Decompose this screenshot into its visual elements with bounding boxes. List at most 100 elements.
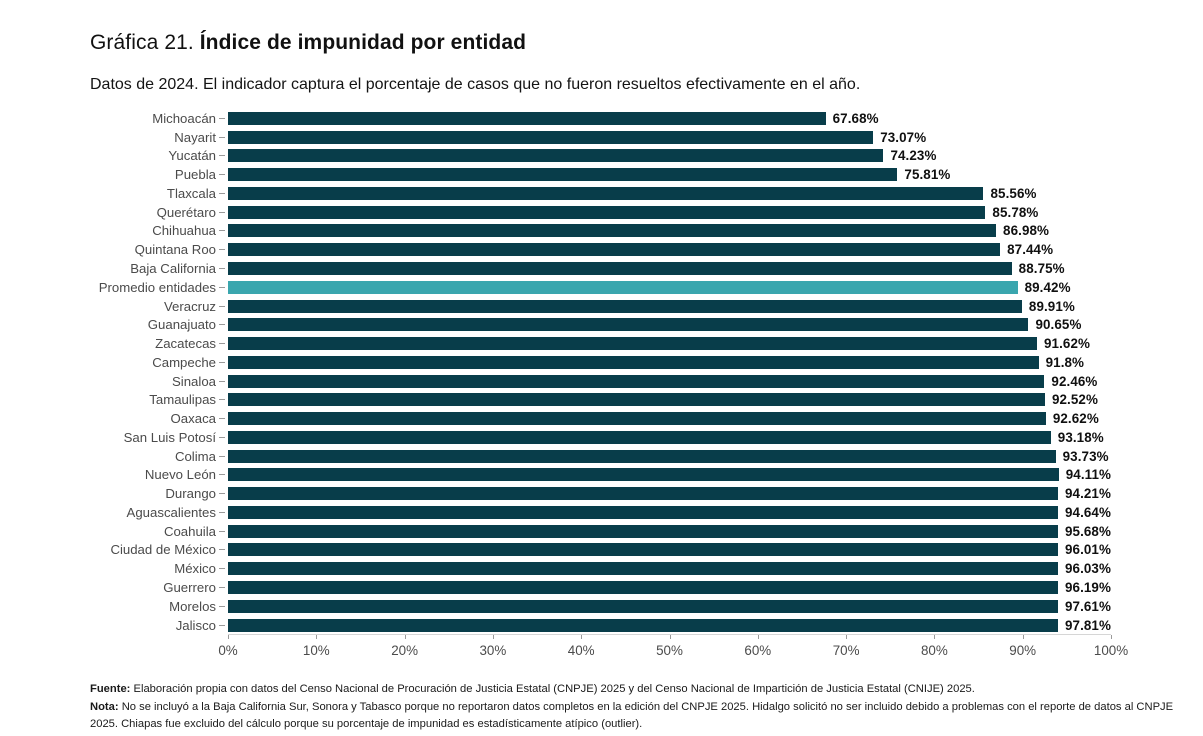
value-label: 89.91% (1028, 298, 1075, 314)
category-label: Veracruz (163, 298, 216, 314)
x-tick-label: 90% (1009, 643, 1037, 659)
bar-track: 96.19% (228, 580, 1111, 595)
y-tick-mark (219, 399, 225, 401)
bar (228, 581, 1058, 595)
bar-row: San Luis Potosí 93.18% (90, 428, 1203, 447)
bar-track: 93.73% (228, 448, 1111, 464)
y-tick-zone (216, 511, 228, 513)
y-tick-zone (216, 361, 228, 363)
category-label: Ciudad de México (110, 542, 216, 558)
y-tick-zone (216, 530, 228, 532)
value-label: 89.42% (1024, 279, 1071, 295)
bar-track: 92.46% (228, 374, 1111, 389)
y-tick-zone (216, 174, 228, 176)
bar (228, 337, 1037, 351)
x-tick-mark (757, 635, 759, 640)
y-tick-mark (219, 530, 225, 532)
y-tick-zone (216, 249, 228, 251)
bar-row: Zacatecas 91.62% (90, 334, 1203, 353)
category-label: Zacatecas (155, 336, 216, 352)
bar-track: 67.68% (228, 110, 1111, 126)
x-tick-mark (1022, 635, 1024, 640)
y-tick-mark (219, 568, 225, 570)
category-label: Quintana Roo (134, 242, 216, 258)
nota-line: Nota: No se incluyó a la Baja California… (90, 699, 1186, 734)
bar-row: Morelos 97.61% (90, 597, 1203, 616)
chart-rows: Michoacán 67.68% Nayarit 73.07% Yucatán … (90, 109, 1203, 634)
y-tick-zone (216, 624, 228, 626)
x-tick-mark (228, 635, 229, 640)
bar-row: Durango 94.21% (90, 484, 1203, 503)
x-tick-mark (316, 635, 318, 640)
chart-title-prefix: Gráfica 21. (90, 31, 200, 54)
bar-track: 73.07% (228, 129, 1111, 145)
category-label: Coahuila (163, 523, 216, 539)
category-label: Nuevo León (144, 467, 216, 483)
y-tick-zone (216, 230, 228, 232)
bar-row: Coahuila 95.68% (90, 522, 1203, 541)
category-label: San Luis Potosí (123, 429, 216, 445)
bar-row: México 96.03% (90, 559, 1203, 578)
bar-row: Jalisco 97.81% (90, 616, 1203, 635)
y-tick-mark (219, 436, 225, 438)
category-label: Campeche (152, 354, 216, 370)
bar-track: 89.42% (228, 279, 1111, 295)
y-tick-zone (216, 268, 228, 269)
y-tick-zone (216, 399, 228, 401)
bar-row: Oaxaca 92.62% (90, 409, 1203, 428)
x-tick-mark (581, 635, 583, 640)
x-tick-mark (669, 635, 671, 640)
bar-track: 95.68% (228, 524, 1111, 539)
y-tick-mark (219, 511, 225, 513)
y-tick-mark (219, 493, 225, 495)
x-tick-label: 0% (218, 643, 238, 659)
category-label: Guanajuato (147, 317, 216, 333)
bar-track: 74.23% (228, 148, 1111, 163)
bar (228, 599, 1058, 613)
bar (228, 430, 1051, 444)
bar-track: 90.65% (228, 317, 1111, 332)
bar-track: 85.78% (228, 205, 1111, 220)
x-tick-mark (492, 635, 494, 640)
value-label: 94.11% (1065, 467, 1111, 483)
value-label: 73.07% (880, 129, 927, 145)
y-tick-mark (219, 211, 225, 213)
bar-row: Yucatán 74.23% (90, 147, 1203, 166)
value-label: 96.03% (1064, 561, 1111, 577)
x-axis: 0% 10% 20% 30% 40% 50% 60% 70% 80% 90% 100% (218, 634, 1128, 668)
value-label: 67.68% (832, 110, 879, 126)
y-tick-mark (219, 268, 225, 269)
value-label: 92.62% (1052, 411, 1099, 427)
y-tick-zone (216, 418, 228, 420)
fuente-label: Fuente: (90, 683, 131, 696)
x-tick-label: 30% (479, 643, 507, 659)
y-tick-zone (216, 587, 228, 589)
y-tick-mark (219, 343, 225, 345)
category-label: Tamaulipas (149, 392, 216, 408)
category-label: Morelos (169, 598, 216, 614)
bar (228, 487, 1058, 501)
y-tick-mark (219, 174, 225, 176)
bar-row: Ciudad de México 96.01% (90, 541, 1203, 560)
bar-track: 91.62% (228, 336, 1111, 351)
chart-subtitle: Datos de 2024. El indicador captura el p… (90, 76, 861, 93)
y-tick-zone (216, 117, 228, 119)
y-tick-zone (216, 568, 228, 570)
value-label: 93.73% (1062, 448, 1109, 464)
bar (228, 543, 1058, 557)
x-tick-label: 40% (567, 643, 595, 659)
bar-track: 92.62% (228, 411, 1111, 427)
category-label: Chihuahua (152, 223, 216, 239)
y-tick-mark (219, 455, 225, 457)
bar (228, 412, 1046, 426)
y-tick-mark (219, 474, 225, 476)
bar-row: Quintana Roo 87.44% (90, 240, 1203, 259)
bar-row: Querétaro 85.78% (90, 203, 1203, 222)
y-tick-mark (219, 155, 225, 157)
y-tick-zone (216, 343, 228, 345)
value-label: 97.81% (1064, 617, 1111, 633)
y-tick-zone (216, 474, 228, 476)
category-label: Guerrero (163, 580, 216, 596)
bar-track: 87.44% (228, 242, 1111, 257)
bar-row: Tlaxcala 85.56% (90, 184, 1203, 203)
